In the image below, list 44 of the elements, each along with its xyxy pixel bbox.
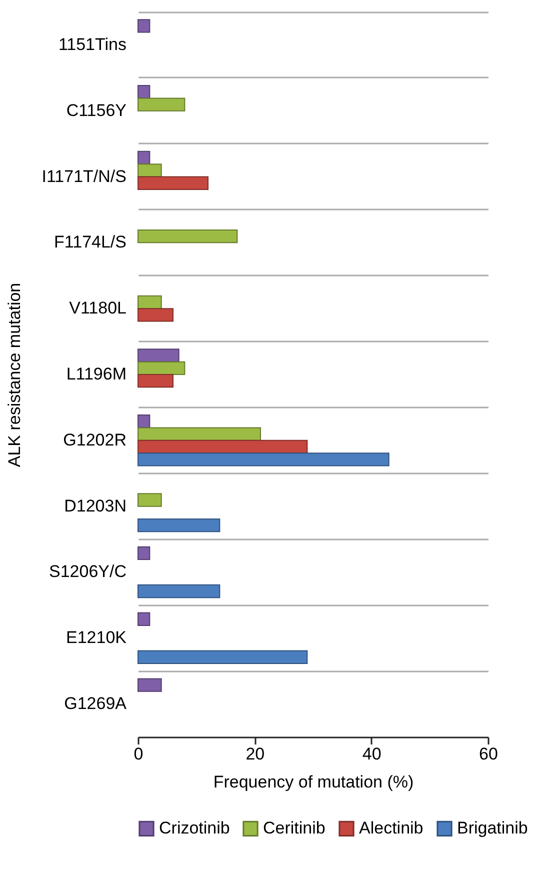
x-tick-label: 20: [246, 744, 265, 764]
y-tick-label: D1203N: [64, 496, 126, 516]
bar: [138, 85, 150, 99]
bar: [138, 546, 150, 560]
x-tick-label: 0: [134, 744, 144, 764]
bar: [138, 150, 150, 165]
bar: [138, 98, 186, 112]
y-tick-label: G1269A: [64, 694, 128, 714]
bar: [138, 361, 186, 375]
bar: [138, 650, 308, 664]
bar: [138, 230, 238, 244]
bar: [138, 612, 150, 626]
y-tick-label: V1180L: [69, 298, 126, 318]
bar: [138, 164, 162, 178]
bar: [138, 493, 162, 507]
bar: [138, 19, 150, 33]
legend-label: Crizotinib: [159, 818, 230, 838]
y-tick-label: L1196M: [66, 364, 126, 384]
y-tick-label: E1210K: [66, 628, 128, 648]
bar: [138, 374, 174, 388]
bar: [138, 518, 220, 532]
y-tick-label: C1156Y: [66, 100, 126, 120]
bar: [138, 176, 208, 190]
bar: [138, 414, 150, 428]
x-tick-label: 40: [362, 744, 382, 764]
bar: [138, 427, 261, 441]
x-tick-label: 60: [479, 744, 498, 764]
y-tick-label: I1171T/N/S: [42, 166, 126, 186]
y-tick-label: S1206Y/C: [49, 562, 126, 582]
legend-label: Ceritinib: [263, 818, 326, 838]
bar: [138, 678, 162, 692]
bar: [138, 440, 308, 454]
y-tick-label: 1151Tins: [58, 34, 126, 54]
bar: [138, 348, 180, 362]
legend-label: Brigatinib: [457, 818, 528, 838]
bar: [138, 584, 220, 598]
bar: [138, 295, 162, 310]
bar: [138, 308, 174, 322]
y-axis-title: ALK resistance mutation: [4, 282, 24, 468]
y-tick-label: G1202R: [63, 430, 126, 450]
bar: [138, 452, 390, 466]
y-tick-label: F1174L/S: [54, 232, 126, 252]
legend-label: Alectinib: [359, 818, 424, 838]
x-axis-title: Frequency of mutation (%): [213, 772, 414, 792]
